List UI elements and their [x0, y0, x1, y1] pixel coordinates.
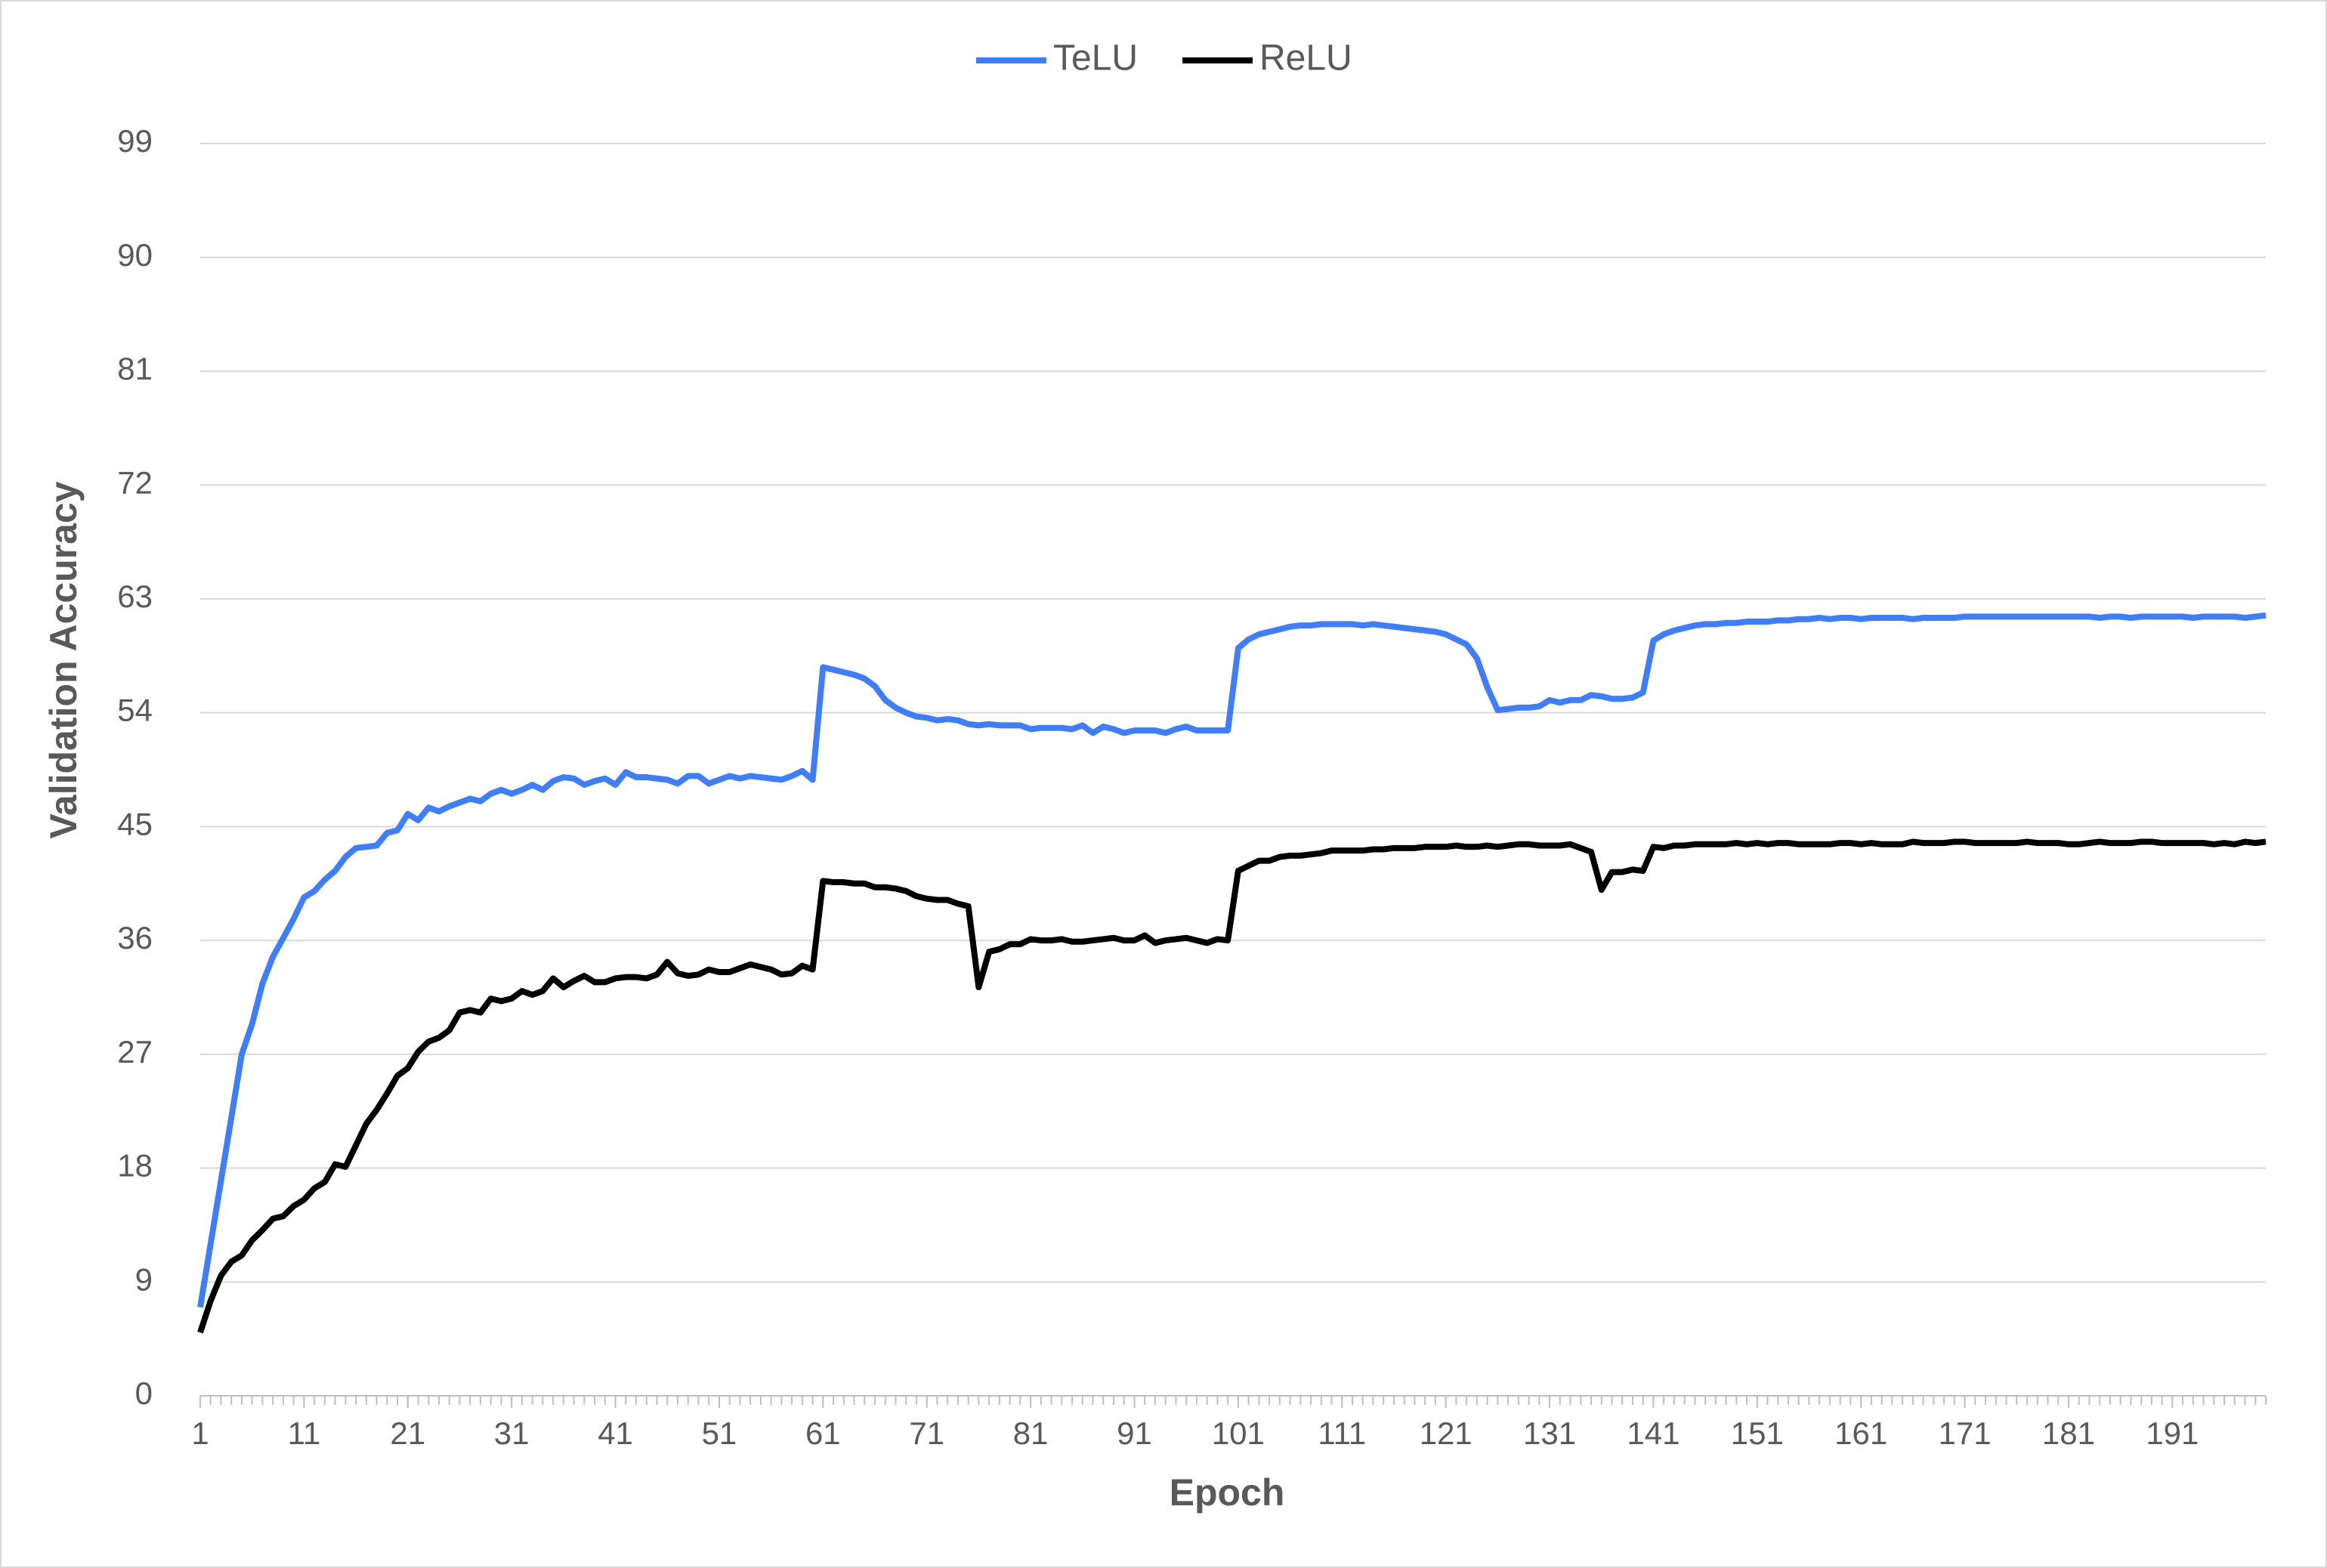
y-tick-label: 0 [135, 1375, 153, 1411]
x-tick-label: 31 [494, 1415, 530, 1451]
x-tick-label: 111 [1318, 1415, 1366, 1451]
x-tick-label: 51 [702, 1415, 737, 1451]
x-tick-label: 21 [390, 1415, 425, 1451]
y-tick-label: 90 [117, 237, 153, 273]
legend-label: TeLU [1053, 39, 1138, 79]
y-tick-label: 18 [117, 1148, 153, 1184]
x-tick-label: 41 [598, 1415, 633, 1451]
y-tick-label: 63 [117, 579, 153, 614]
y-tick-label: 36 [117, 920, 153, 955]
y-axis-title: Validation Accuracy [42, 481, 85, 839]
x-tick-label: 61 [805, 1415, 841, 1451]
y-tick-label: 54 [117, 693, 153, 728]
y-tick-label: 27 [117, 1034, 153, 1070]
x-axis-title: Epoch [1170, 1471, 1285, 1514]
line-series [197, 838, 2267, 1334]
x-tick-label: 101 [1212, 1415, 1265, 1451]
x-tick-label: 121 [1420, 1415, 1473, 1451]
x-tick-label: 11 [288, 1415, 321, 1451]
x-tick-label: 81 [1013, 1415, 1049, 1451]
y-tick-label: 81 [117, 351, 153, 387]
x-tick-label: 141 [1627, 1415, 1680, 1451]
x-tick-label: 161 [1834, 1415, 1887, 1451]
x-tick-label: 71 [909, 1415, 944, 1451]
y-tick-label: 9 [135, 1261, 153, 1297]
x-tick-label: 1 [191, 1415, 209, 1451]
x-tick-label: 131 [1523, 1415, 1576, 1451]
y-tick-label: 45 [117, 806, 153, 841]
y-tick-label: 72 [117, 465, 153, 500]
x-tick-label: 171 [1939, 1415, 1992, 1451]
x-tick-label: 151 [1731, 1415, 1784, 1451]
line-series [197, 612, 2267, 1308]
y-tick-label: 99 [117, 123, 153, 159]
x-tick-label: 181 [2042, 1415, 2095, 1451]
legend-label: ReLU [1259, 39, 1352, 79]
x-tick-label: 91 [1117, 1415, 1152, 1451]
x-tick-label: 191 [2146, 1415, 2199, 1451]
